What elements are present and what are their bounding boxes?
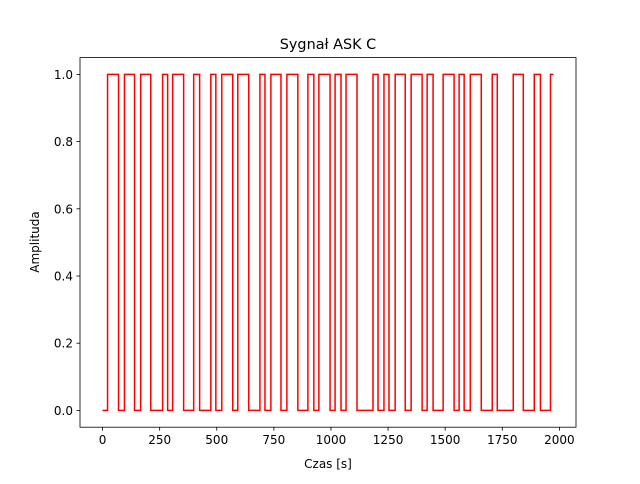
x-tick-label: 2000: [544, 433, 575, 447]
y-tick-label: 0.4: [54, 270, 73, 284]
x-tick-label: 1250: [373, 433, 404, 447]
y-tick-label: 0.2: [54, 337, 73, 351]
x-axis-label: Czas [s]: [304, 457, 352, 471]
x-tick-label: 1750: [487, 433, 518, 447]
x-tick-label: 1000: [316, 433, 347, 447]
x-tick-label: 750: [262, 433, 285, 447]
x-tick-label: 1500: [430, 433, 461, 447]
x-tick-label: 0: [99, 433, 107, 447]
signal-line: [102, 73, 554, 412]
y-tick-label: 0.6: [54, 202, 73, 216]
y-tick-label: 0.0: [54, 404, 73, 418]
x-tick-label: 250: [148, 433, 171, 447]
axes-frame: [79, 57, 577, 428]
x-tick-label: 500: [205, 433, 228, 447]
y-tick-label: 1.0: [54, 68, 73, 82]
y-tick-label: 0.8: [54, 135, 73, 149]
chart-title: Sygnał ASK C: [280, 37, 376, 53]
y-axis-label: Amplituda: [28, 211, 42, 272]
